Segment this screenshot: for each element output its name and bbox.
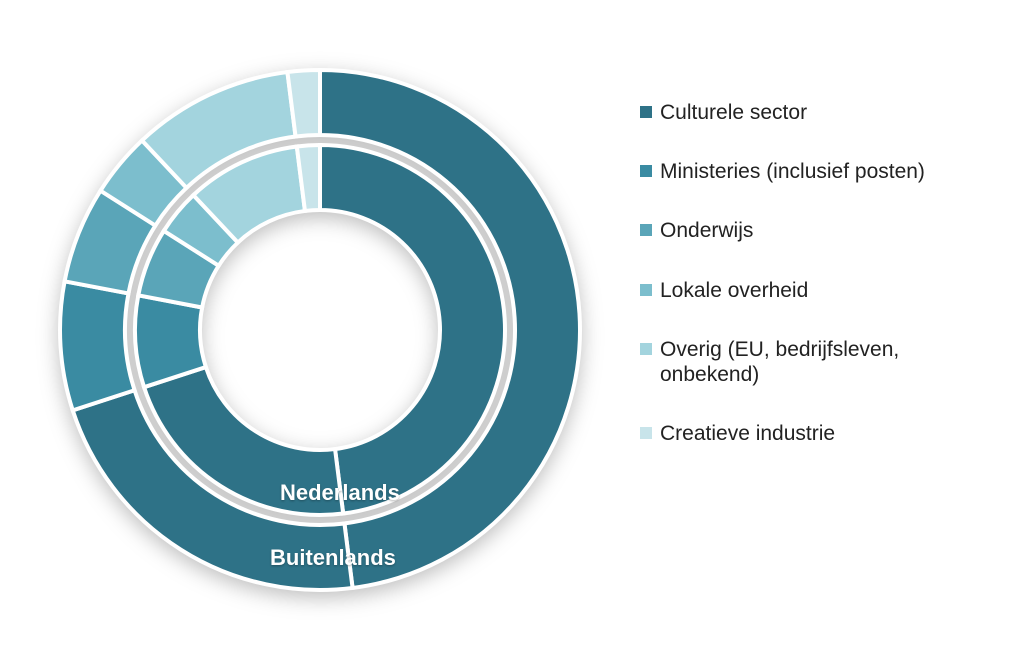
legend-label: Creatieve industrie xyxy=(660,421,1000,446)
legend-item: Overig (EU, bedrijfsleven, onbekend) xyxy=(640,337,1000,387)
legend-swatch xyxy=(640,284,652,296)
legend-label: Lokale overheid xyxy=(660,278,1000,303)
legend: Culturele sector Ministeries (inclusief p… xyxy=(640,100,1000,480)
legend-swatch xyxy=(640,343,652,355)
donut-slice xyxy=(60,281,135,410)
legend-label: Culturele sector xyxy=(660,100,1000,125)
legend-swatch xyxy=(640,165,652,177)
donut-chart: Nederlands Buitenlands xyxy=(40,50,600,610)
legend-swatch xyxy=(640,427,652,439)
legend-swatch xyxy=(640,106,652,118)
donut-slice xyxy=(287,70,320,137)
inner-ring-label: Nederlands xyxy=(280,480,400,506)
legend-item: Onderwijs xyxy=(640,218,1000,243)
legend-item: Lokale overheid xyxy=(640,278,1000,303)
outer-ring-label: Buitenlands xyxy=(270,545,396,571)
legend-label: Onderwijs xyxy=(660,218,1000,243)
legend-item: Culturele sector xyxy=(640,100,1000,125)
legend-label: Ministeries (inclusief posten) xyxy=(660,159,1000,184)
legend-item: Creatieve industrie xyxy=(640,421,1000,446)
chart-container: Nederlands Buitenlands Culturele sector M… xyxy=(0,0,1024,657)
legend-swatch xyxy=(640,224,652,236)
legend-label: Overig (EU, bedrijfsleven, onbekend) xyxy=(660,337,1000,387)
legend-item: Ministeries (inclusief posten) xyxy=(640,159,1000,184)
